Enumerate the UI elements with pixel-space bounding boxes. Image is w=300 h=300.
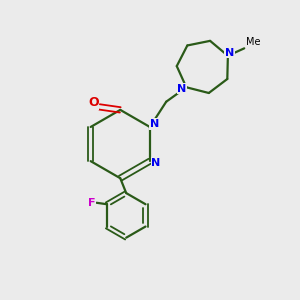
Text: N: N bbox=[225, 48, 234, 58]
Text: O: O bbox=[88, 96, 99, 109]
Text: Me: Me bbox=[246, 37, 260, 47]
Text: N: N bbox=[150, 119, 159, 129]
Text: N: N bbox=[151, 158, 160, 168]
Text: N: N bbox=[177, 84, 187, 94]
Text: F: F bbox=[88, 198, 96, 208]
